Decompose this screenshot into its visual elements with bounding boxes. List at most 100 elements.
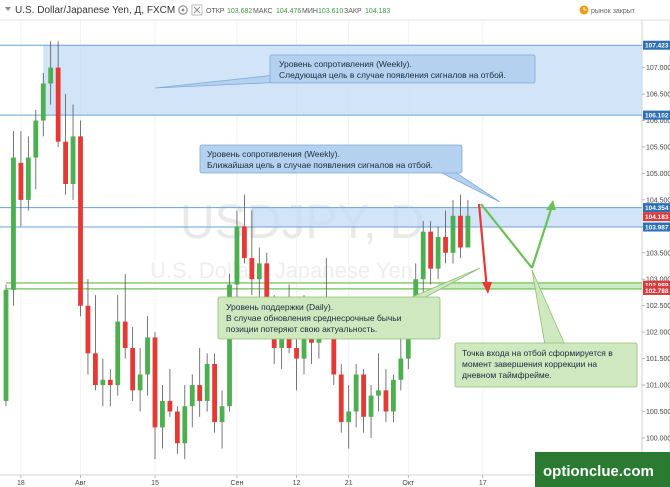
candle-body-30	[227, 284, 232, 407]
candle-body-58	[435, 236, 441, 269]
candle-body-14	[107, 379, 113, 386]
brand-text[interactable]: optionclue.com	[543, 463, 654, 480]
price-axis-panel[interactable]	[641, 19, 670, 476]
note-weekly-upper-line2: Следующая цель в случае появления сигнал…	[279, 70, 506, 80]
candle-body-10	[78, 136, 83, 306]
price-tag-4: 103.987	[645, 224, 669, 231]
candle-body-1	[11, 157, 16, 290]
price-tag-bg-6	[643, 285, 670, 295]
y-tick-label-6: 102.500	[646, 303, 670, 310]
green-arrow-down	[480, 203, 533, 269]
candle-body-22	[167, 400, 173, 412]
candle-body-13	[100, 379, 106, 386]
market-status: рынок закрыт	[591, 8, 636, 15]
close-icon[interactable]	[191, 4, 203, 16]
candle-body-45	[338, 374, 344, 423]
y-tick-label-13: 106.000	[646, 118, 670, 125]
candle-body-31	[234, 226, 240, 285]
y-tick-label-10: 104.500	[646, 197, 670, 204]
price-tag-2: 104.354	[645, 205, 669, 212]
ohlc-close-label: ЗАКР	[344, 8, 362, 15]
y-tick-label-7: 103.000	[646, 277, 670, 284]
y-tick-label-4: 101.500	[646, 356, 670, 363]
candle-body-44	[331, 321, 337, 375]
zone-fill-1	[251, 207, 642, 228]
candle-body-62	[465, 215, 471, 248]
time-axis: 18 Авг 15 Сен 12 21 Окт 17	[17, 475, 487, 487]
candle-body-11	[85, 305, 91, 354]
settings-icon[interactable]	[178, 5, 188, 15]
candle-body-20	[152, 337, 158, 428]
candle-body-57	[428, 231, 434, 269]
candle-body-8	[63, 141, 68, 185]
candle-body-34	[256, 263, 262, 280]
candle-body-6	[48, 67, 54, 84]
x-tick-label-4: 12	[293, 480, 301, 487]
ohlc-high-value: 104.476	[276, 8, 301, 15]
note-daily-support-line1: Уровень поддержки (Daily).	[226, 302, 333, 312]
candle-body-48	[361, 374, 366, 417]
forecast-arrows	[477, 200, 556, 294]
symbol-title[interactable]: U.S. Dollar/Japanese Yen, Д, FXCM	[15, 5, 175, 16]
candle-body-53	[398, 358, 404, 380]
note-daily-support-line2: В случае обновления среднесрочные бычьи	[226, 313, 402, 323]
price-tag-1: 106.102	[645, 113, 669, 120]
candle-body-28	[212, 363, 217, 423]
candle-body-15	[115, 321, 121, 386]
candle-body-59	[443, 236, 448, 253]
ohlc-low-label: МИН	[302, 8, 318, 15]
candle-body-39	[294, 348, 299, 359]
x-tick-label-3: Сен	[231, 480, 244, 487]
candle-body-46	[346, 411, 352, 423]
y-tick-label-3: 101.000	[646, 383, 670, 390]
ohlc-open-label: ОТКР	[206, 8, 225, 15]
candle-body-4	[33, 120, 39, 158]
x-tick-label-2: 15	[151, 480, 159, 487]
note-weekly-upper-line1: Уровень сопротивления (Weekly).	[279, 59, 412, 69]
watermark-name: U.S. Dollar / Japanese Yen	[150, 258, 413, 283]
green-arrow-up	[530, 205, 554, 269]
y-tick-label-15: 107.000	[646, 65, 670, 72]
candle-body-3	[25, 157, 31, 200]
support-band	[438, 281, 642, 290]
red-arrow-line	[477, 203, 489, 291]
price-axis: 99.500100.000100.500101.000101.500102.00…	[642, 65, 670, 469]
note-weekly-lower: Уровень сопротивления (Weekly). Ближайша…	[199, 144, 501, 203]
candle-body-32	[242, 226, 247, 259]
candle-body-49	[368, 395, 374, 417]
y-tick-label-2: 100.500	[646, 409, 670, 416]
note-entry-point: Точка входа на отбой сформируется в моме…	[454, 269, 638, 388]
candle-body-47	[353, 374, 359, 412]
x-tick-label-1: Авг	[75, 480, 86, 487]
x-tick-label-6: Окт	[402, 480, 415, 487]
candle-body-9	[70, 136, 76, 185]
note-daily-support: Уровень поддержки (Daily). В случае обно…	[217, 267, 481, 340]
price-tag-3: 104.183	[645, 214, 669, 221]
green-arrow-head	[546, 200, 556, 210]
candle-body-21	[160, 400, 165, 428]
candle-body-52	[391, 379, 396, 412]
candle-body-27	[204, 363, 210, 401]
candle-body-12	[93, 353, 98, 386]
ohlc-low-value: 103.610	[318, 8, 343, 15]
note-weekly-lower-line1: Уровень сопротивления (Weekly).	[207, 149, 340, 159]
price-tag-6: 102.788	[645, 288, 669, 295]
candle-body-17	[130, 348, 136, 391]
candle-body-16	[122, 321, 128, 349]
candle-body-35	[264, 263, 270, 317]
brand-badge[interactable]	[535, 452, 670, 487]
price-tag-bg-5	[643, 280, 670, 290]
candle-body-33	[249, 258, 255, 280]
collapse-arrow-icon[interactable]	[5, 7, 11, 11]
x-tick-label-0: 18	[17, 480, 25, 487]
y-tick-label-5: 102.000	[646, 330, 670, 337]
note-entry-point-line2: момент завершения коррекции на	[462, 359, 597, 369]
candle-body-2	[18, 162, 24, 200]
candle-body-7	[55, 67, 61, 142]
candle-body-24	[182, 406, 188, 444]
note-entry-point-line3: дневном таймфрейме.	[462, 370, 552, 380]
candle-body-60	[450, 215, 456, 253]
clock-icon	[579, 5, 589, 15]
candle-body-23	[174, 411, 180, 444]
